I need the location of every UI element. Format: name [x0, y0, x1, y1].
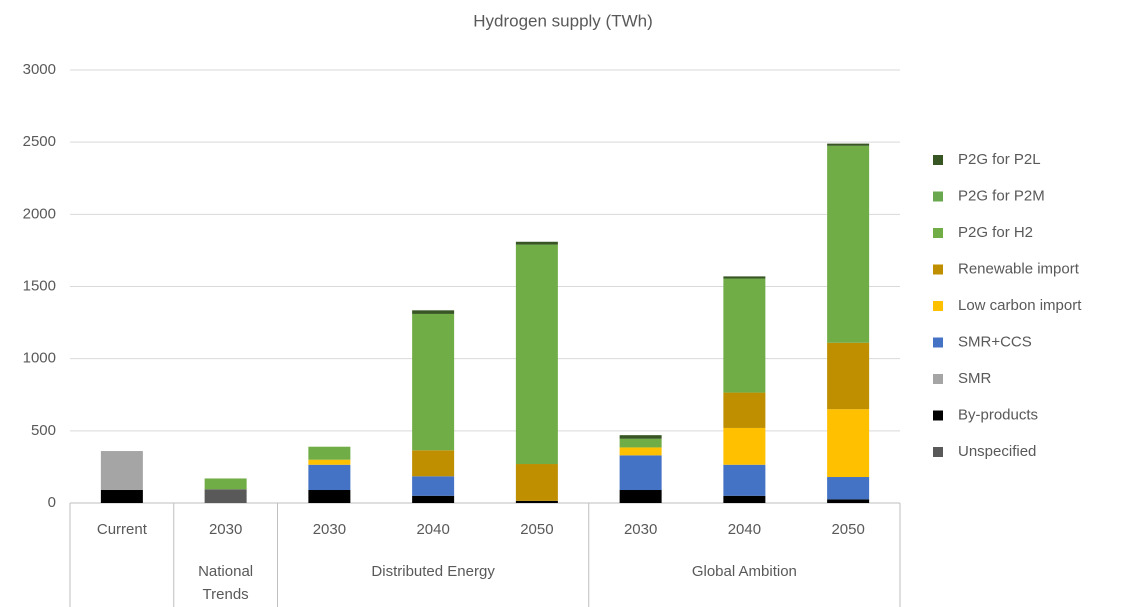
legend-label: P2G for P2M	[958, 187, 1045, 204]
bar-segment	[827, 477, 870, 500]
bar-segment	[723, 392, 766, 428]
bar-segment	[515, 244, 558, 465]
y-tick-label: 0	[48, 494, 56, 511]
y-tick-label: 1000	[23, 350, 56, 367]
chart-title: Hydrogen supply (TWh)	[473, 11, 653, 30]
legend-label: SMR	[958, 370, 992, 387]
bar-segment	[412, 495, 455, 503]
bar-segment	[619, 490, 662, 503]
legend-swatch	[933, 374, 943, 384]
x-tick-label: 2030	[313, 521, 346, 538]
bar-segment	[204, 478, 247, 490]
legend-swatch	[933, 228, 943, 238]
bar-segment	[515, 500, 558, 503]
y-tick-label: 2500	[23, 133, 56, 150]
y-tick-label: 500	[31, 422, 56, 439]
bar-segment	[515, 464, 558, 501]
bar-segment	[723, 278, 766, 393]
x-tick-label: 2030	[624, 521, 657, 538]
bar-segment	[308, 446, 351, 460]
legend-label: P2G for H2	[958, 224, 1033, 241]
y-tick-label: 1500	[23, 277, 56, 294]
legend-swatch	[933, 301, 943, 311]
bar-segment	[827, 143, 870, 146]
bar-segment	[308, 490, 351, 503]
legend-swatch	[933, 155, 943, 165]
legend-label: SMR+CCS	[958, 333, 1032, 350]
bar-segment	[204, 489, 247, 503]
y-tick-label: 3000	[23, 61, 56, 78]
y-tick-label: 2000	[23, 205, 56, 222]
legend-label: Low carbon import	[958, 297, 1082, 314]
x-tick-label: 2050	[831, 521, 864, 538]
bar-segment	[827, 409, 870, 478]
bar-segment	[619, 447, 662, 456]
group-label: Distributed Energy	[371, 563, 495, 580]
legend-label: P2G for P2L	[958, 151, 1041, 168]
bar-segment	[827, 342, 870, 410]
legend-swatch	[933, 410, 943, 421]
bar-segment	[515, 241, 558, 245]
bar-segment	[308, 459, 351, 465]
legend-swatch	[933, 264, 943, 275]
x-tick-label: 2030	[209, 521, 242, 538]
bar-segment	[619, 435, 662, 439]
group-label: National Trends	[198, 563, 253, 603]
bar-segment	[723, 464, 766, 496]
bar-segment	[723, 276, 766, 279]
x-tick-label: 2040	[728, 521, 761, 538]
bar-segment	[619, 438, 662, 448]
bar-segment	[100, 490, 143, 503]
bar-segment	[308, 464, 351, 491]
bar-segment	[100, 451, 143, 491]
bar-segment	[412, 450, 455, 477]
bar-segment	[619, 455, 662, 491]
legend-swatch	[933, 191, 943, 202]
x-tick-label: 2040	[416, 521, 449, 538]
bar-segment	[412, 313, 455, 451]
bar-segment	[723, 427, 766, 465]
legend-label: Renewable import	[958, 260, 1080, 277]
x-tick-label: 2050	[520, 521, 553, 538]
group-label: Global Ambition	[692, 563, 797, 580]
bar-segment	[412, 310, 455, 314]
legend-label: Unspecified	[958, 443, 1036, 460]
bar-segment	[412, 476, 455, 496]
legend-label: By-products	[958, 406, 1038, 423]
bar-segment	[827, 499, 870, 503]
legend-swatch	[933, 447, 943, 457]
bar-segment	[723, 495, 766, 503]
x-tick-label: Current	[97, 521, 148, 538]
bar-segment	[827, 145, 870, 343]
legend-swatch	[933, 337, 943, 348]
